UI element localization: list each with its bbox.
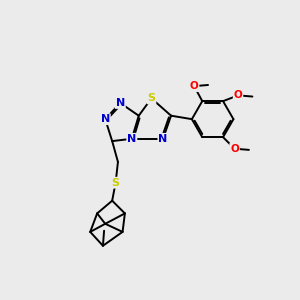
Text: N: N [158, 134, 168, 144]
Text: N: N [100, 114, 110, 124]
Text: O: O [234, 90, 242, 100]
Text: N: N [127, 134, 136, 144]
Text: O: O [190, 81, 199, 91]
Text: N: N [116, 98, 125, 108]
Text: S: S [112, 178, 120, 188]
Text: O: O [230, 144, 239, 154]
Text: S: S [147, 93, 155, 103]
